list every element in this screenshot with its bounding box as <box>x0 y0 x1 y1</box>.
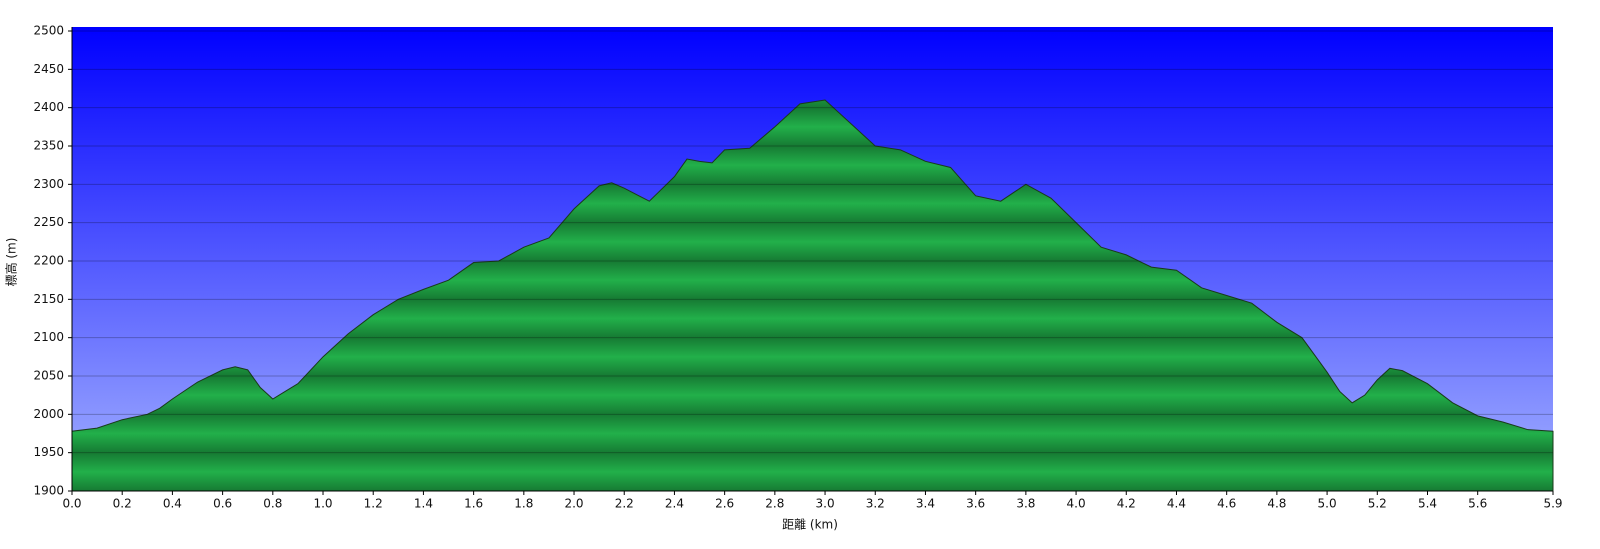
y-axis-label: 標高 (m) <box>4 238 19 287</box>
elevation-area <box>71 99 1554 492</box>
x-tick-label: 0.4 <box>163 497 182 511</box>
y-tick-label: 2350 <box>33 139 64 153</box>
x-axis-label: 距離 (km) <box>782 518 838 532</box>
x-tick-label: 2.6 <box>715 497 734 511</box>
y-tick-label: 2400 <box>33 100 64 114</box>
x-tick-label: 0.6 <box>213 497 232 511</box>
y-tick-label: 2500 <box>33 24 64 38</box>
x-tick-label: 1.4 <box>414 497 433 511</box>
y-tick-label: 2050 <box>33 369 64 383</box>
y-tick-label: 2250 <box>33 215 64 229</box>
x-tick-label: 2.2 <box>615 497 634 511</box>
x-tick-label: 3.6 <box>966 497 985 511</box>
x-tick-label: 2.0 <box>564 497 583 511</box>
y-tick-label: 2300 <box>33 177 64 191</box>
x-tick-label: 4.0 <box>1067 497 1086 511</box>
y-tick-label: 2200 <box>33 254 64 268</box>
x-tick-label: 0.0 <box>62 497 81 511</box>
x-tick-label: 0.2 <box>113 497 132 511</box>
y-tick-label: 2450 <box>33 62 64 76</box>
x-tick-label: 1.6 <box>464 497 483 511</box>
y-tick-label: 2100 <box>33 330 64 344</box>
x-tick-label: 4.8 <box>1267 497 1286 511</box>
x-tick-label: 4.6 <box>1217 497 1236 511</box>
x-tick-label: 3.0 <box>816 497 835 511</box>
x-tick-label: 5.0 <box>1318 497 1337 511</box>
x-tick-label: 5.4 <box>1418 497 1437 511</box>
x-tick-label: 5.9 <box>1543 497 1562 511</box>
x-tick-label: 1.0 <box>313 497 332 511</box>
y-tick-label: 1950 <box>33 445 64 459</box>
x-tick-label: 1.8 <box>514 497 533 511</box>
y-tick-label: 2000 <box>33 407 64 421</box>
y-tick-label: 2150 <box>33 292 64 306</box>
x-tick-label: 0.8 <box>263 497 282 511</box>
x-tick-label: 3.2 <box>866 497 885 511</box>
x-tick-label: 4.4 <box>1167 497 1186 511</box>
x-tick-label: 3.4 <box>916 497 935 511</box>
x-tick-label: 3.8 <box>1016 497 1035 511</box>
x-tick-label: 4.2 <box>1117 497 1136 511</box>
x-tick-label: 1.2 <box>364 497 383 511</box>
x-tick-label: 2.4 <box>665 497 684 511</box>
y-tick-label: 1900 <box>33 484 64 498</box>
x-tick-label: 5.6 <box>1468 497 1487 511</box>
x-tick-label: 5.2 <box>1368 497 1387 511</box>
x-tick-label: 2.8 <box>765 497 784 511</box>
